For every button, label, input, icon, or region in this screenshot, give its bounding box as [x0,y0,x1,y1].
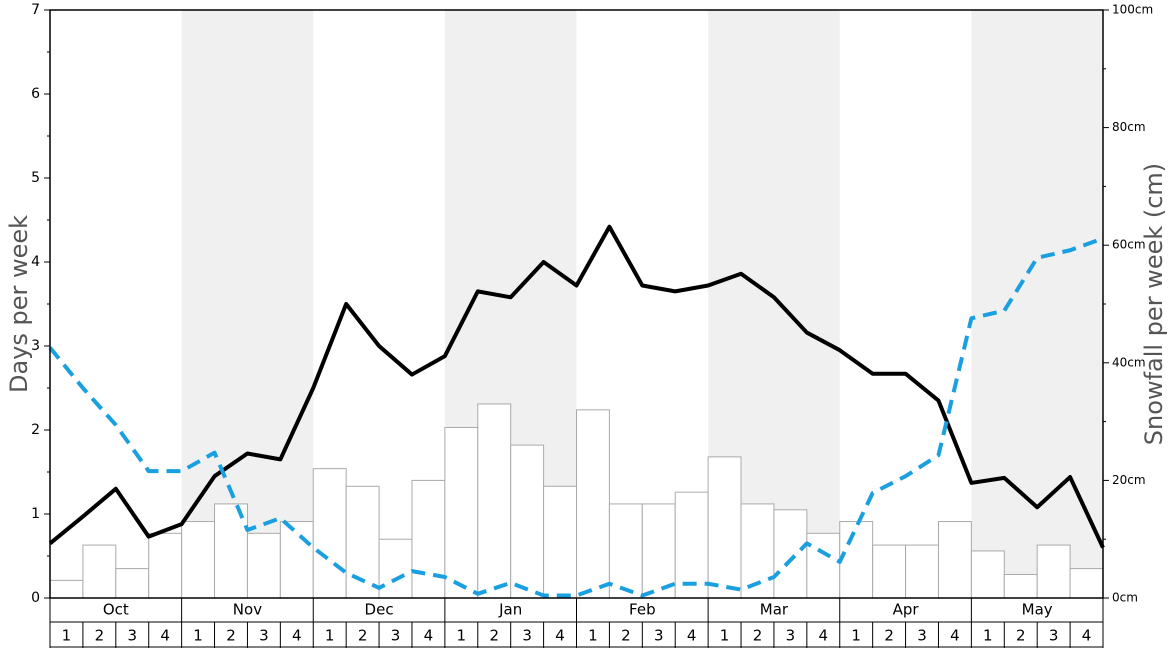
bar [707,456,742,599]
x-tick-label: 1 [62,627,72,645]
x-tick-label: 1 [720,627,730,645]
x-tick-label: 3 [391,627,401,645]
bar [872,544,907,599]
bar [608,503,643,599]
bar [806,532,841,599]
x-tick-label: 2 [226,627,236,645]
x-tick-label: 3 [654,627,664,645]
x-tick-label: 4 [160,627,170,645]
x-tick-label: 4 [292,627,302,645]
x-tick-label: 1 [193,627,203,645]
month-label: Nov [233,601,262,619]
x-tick-label: 4 [424,627,434,645]
y2-tick-label: 80cm [1112,120,1146,134]
bar [543,485,577,599]
y-tick-label: 3 [31,338,40,354]
bar [312,468,347,599]
bar [1036,544,1071,599]
bar [115,568,150,599]
x-tick-label: 1 [851,627,861,645]
x-tick-label: 2 [884,627,894,645]
bar [411,479,446,599]
bar [674,491,709,599]
bar [378,538,413,599]
x-tick-label: 2 [1016,627,1026,645]
x-tick-label: 3 [1049,627,1059,645]
bar [773,509,808,599]
x-tick-label: 2 [621,627,631,645]
x-tick-label: 1 [588,627,598,645]
bar [905,544,939,599]
y2-axis-title: Snowfall per week (cm) [1140,163,1168,445]
x-tick-label: 1 [325,627,335,645]
x-tick-label: 4 [1082,627,1092,645]
line-series [48,224,1105,549]
bar [49,579,84,599]
x-tick-label: 3 [786,627,796,645]
bar [148,532,183,599]
bar [214,503,248,599]
y2-tick-label: 20cm [1112,473,1146,487]
x-tick-label: 4 [555,627,565,645]
month-label: Apr [893,601,920,619]
bar [1003,573,1038,599]
bar [477,403,512,599]
y-tick-label: 6 [31,86,40,102]
line-series [48,236,1104,598]
month-label: Mar [760,601,789,619]
bar [82,544,117,599]
x-tick-label: 2 [753,627,763,645]
bar [576,409,610,599]
y-tick-label: 5 [31,170,40,186]
x-tick-label: 3 [917,627,927,645]
x-tick-label: 3 [522,627,532,645]
x-tick-label: 3 [127,627,137,645]
bar [444,426,479,599]
bar [279,521,314,599]
bar [181,521,216,599]
month-label: Dec [365,601,394,619]
bar [641,503,676,599]
x-tick-label: 4 [950,627,960,645]
y-tick-label: 4 [31,254,40,270]
month-label: May [1022,601,1053,619]
y2-tick-label: 60cm [1112,238,1146,252]
month-label: Jan [498,601,522,619]
x-tick-label: 2 [358,627,368,645]
x-tick-label: 4 [687,627,697,645]
month-label: Feb [629,601,656,619]
y2-tick-label: 0cm [1112,591,1138,605]
y-tick-label: 7 [31,2,40,18]
bar [510,444,545,599]
bar [1069,568,1104,599]
x-tick-label: 3 [259,627,269,645]
x-tick-label: 2 [489,627,499,645]
x-tick-label: 1 [457,627,467,645]
bar [970,550,1005,599]
x-tick-label: 2 [95,627,105,645]
bar [937,521,972,599]
x-tick-label: 4 [819,627,829,645]
y-axis-title: Days per week [5,215,33,393]
y2-tick-label: 40cm [1112,355,1146,369]
bar [246,532,281,599]
x-tick-label: 1 [983,627,993,645]
bar [839,521,874,599]
month-label: Oct [103,601,129,619]
y-tick-label: 1 [31,506,40,522]
y2-tick-label: 100cm [1112,3,1153,17]
y-tick-label: 0 [31,590,40,606]
month-band [181,10,314,598]
y-tick-label: 2 [31,422,40,438]
